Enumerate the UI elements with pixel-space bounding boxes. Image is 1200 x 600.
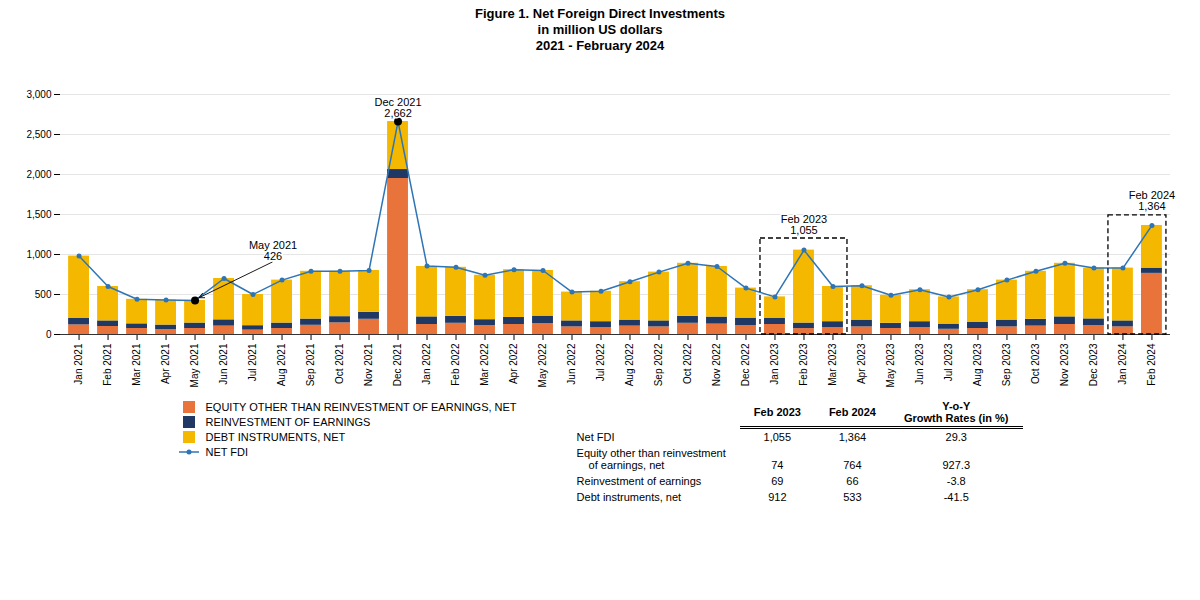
svg-text:May 2023: May 2023 bbox=[885, 343, 896, 387]
svg-text:Jan 2021: Jan 2021 bbox=[73, 343, 84, 385]
html-text:-3.8: -3.8 bbox=[946, 475, 966, 487]
svg-text:Dec 2021: Dec 2021 bbox=[392, 343, 403, 386]
html-text:927.3: 927.3 bbox=[942, 459, 970, 471]
html-text:Reinvestment of earnings: Reinvestment of earnings bbox=[576, 475, 702, 487]
svg-text:Oct 2022: Oct 2022 bbox=[682, 343, 693, 384]
svg-text:Jan 2022: Jan 2022 bbox=[421, 343, 432, 385]
html-text:Equity other than reinvestment: Equity other than reinvestment bbox=[576, 447, 726, 459]
html-text:66: 66 bbox=[846, 475, 859, 487]
html-text:Figure 1. Net Foreign Direct I: Figure 1. Net Foreign Direct Investments bbox=[475, 6, 725, 21]
html-text:533: 533 bbox=[843, 491, 862, 503]
svg-text:Mar 2022: Mar 2022 bbox=[479, 343, 490, 386]
svg-text:Nov 2022: Nov 2022 bbox=[711, 343, 722, 386]
html-text:Growth Rates (in %): Growth Rates (in %) bbox=[904, 412, 1009, 424]
svg-text:Sep 2022: Sep 2022 bbox=[653, 343, 664, 386]
svg-text:Aug 2023: Aug 2023 bbox=[972, 343, 983, 386]
html-text:1,364: 1,364 bbox=[838, 431, 867, 443]
svg-text:Sep 2021: Sep 2021 bbox=[305, 343, 316, 386]
svg-text:May 2021: May 2021 bbox=[189, 343, 200, 387]
svg-text:1,000: 1,000 bbox=[26, 249, 51, 260]
svg-text:May 2022: May 2022 bbox=[537, 343, 548, 387]
svg-text:Apr 2023: Apr 2023 bbox=[856, 343, 867, 384]
svg-text:Apr 2021: Apr 2021 bbox=[160, 343, 171, 384]
html-text:NET FDI: NET FDI bbox=[205, 446, 249, 458]
svg-text:Apr 2022: Apr 2022 bbox=[508, 343, 519, 384]
svg-text:Sep 2023: Sep 2023 bbox=[1001, 343, 1012, 386]
svg-text:Jun 2023: Jun 2023 bbox=[914, 343, 925, 385]
html-text:Feb 2023: Feb 2023 bbox=[753, 406, 801, 418]
svg-text:Oct 2021: Oct 2021 bbox=[334, 343, 345, 384]
svg-text:Jul 2022: Jul 2022 bbox=[595, 343, 606, 381]
html-text:1,055: 1,055 bbox=[763, 431, 792, 443]
html-text:Y-o-Y: Y-o-Y bbox=[942, 400, 971, 412]
html-text:in million US dollars: in million US dollars bbox=[537, 22, 663, 37]
svg-text:0: 0 bbox=[46, 329, 52, 340]
html-text:REINVESTMENT OF EARNINGS: REINVESTMENT OF EARNINGS bbox=[205, 416, 371, 428]
svg-text:Jun 2021: Jun 2021 bbox=[218, 343, 229, 385]
html-text:DEBT INSTRUMENTS, NET: DEBT INSTRUMENTS, NET bbox=[205, 431, 346, 443]
svg-text:2,500: 2,500 bbox=[26, 129, 51, 140]
svg-text:Jul 2023: Jul 2023 bbox=[943, 343, 954, 381]
html-text:29.3: 29.3 bbox=[945, 431, 967, 443]
html-text:764: 764 bbox=[843, 459, 862, 471]
svg-text:Nov 2023: Nov 2023 bbox=[1059, 343, 1070, 386]
svg-text:Feb 2022: Feb 2022 bbox=[450, 343, 461, 386]
svg-text:Feb 2024: Feb 2024 bbox=[1146, 343, 1157, 386]
html-text:-41.5: -41.5 bbox=[943, 491, 969, 503]
html-text:of earnings, net: of earnings, net bbox=[588, 459, 665, 471]
html-text:912: 912 bbox=[768, 491, 787, 503]
svg-text:Feb 2021: Feb 2021 bbox=[102, 343, 113, 386]
svg-text:Jan 2024: Jan 2024 bbox=[1117, 343, 1128, 385]
svg-text:May 2021426: May 2021426 bbox=[249, 239, 297, 262]
svg-text:Aug 2022: Aug 2022 bbox=[624, 343, 635, 386]
svg-text:Mar 2021: Mar 2021 bbox=[131, 343, 142, 386]
svg-text:Feb 2023: Feb 2023 bbox=[798, 343, 809, 386]
svg-text:Feb 20231,055: Feb 20231,055 bbox=[781, 213, 827, 236]
svg-text:Oct 2023: Oct 2023 bbox=[1030, 343, 1041, 384]
html-text:69: 69 bbox=[771, 475, 784, 487]
html-text:EQUITY OTHER THAN REINVESTMENT: EQUITY OTHER THAN REINVESTMENT OF EARNIN… bbox=[205, 401, 517, 413]
svg-text:Mar 2023: Mar 2023 bbox=[827, 343, 838, 386]
svg-text:2,000: 2,000 bbox=[26, 169, 51, 180]
svg-text:Jan 2023: Jan 2023 bbox=[769, 343, 780, 385]
svg-text:Dec 2023: Dec 2023 bbox=[1088, 343, 1099, 386]
svg-text:Aug 2021: Aug 2021 bbox=[276, 343, 287, 386]
html-text:Net FDI: Net FDI bbox=[576, 431, 615, 443]
svg-text:500: 500 bbox=[35, 289, 52, 300]
html-text:Debt instruments, net: Debt instruments, net bbox=[576, 491, 682, 503]
svg-text:3,000: 3,000 bbox=[26, 89, 51, 100]
svg-text:Dec 20212,662: Dec 20212,662 bbox=[374, 96, 421, 119]
svg-text:Jul 2021: Jul 2021 bbox=[247, 343, 258, 381]
svg-text:Jun 2022: Jun 2022 bbox=[566, 343, 577, 385]
svg-text:Feb 20241,364: Feb 20241,364 bbox=[1129, 189, 1175, 212]
html-text:Feb 2024: Feb 2024 bbox=[828, 406, 876, 418]
svg-text:Dec 2022: Dec 2022 bbox=[740, 343, 751, 386]
svg-text:Nov 2021: Nov 2021 bbox=[363, 343, 374, 386]
html-text:2021 - February 2024: 2021 - February 2024 bbox=[535, 38, 665, 53]
html-text:74: 74 bbox=[771, 459, 784, 471]
svg-text:1,500: 1,500 bbox=[26, 209, 51, 220]
